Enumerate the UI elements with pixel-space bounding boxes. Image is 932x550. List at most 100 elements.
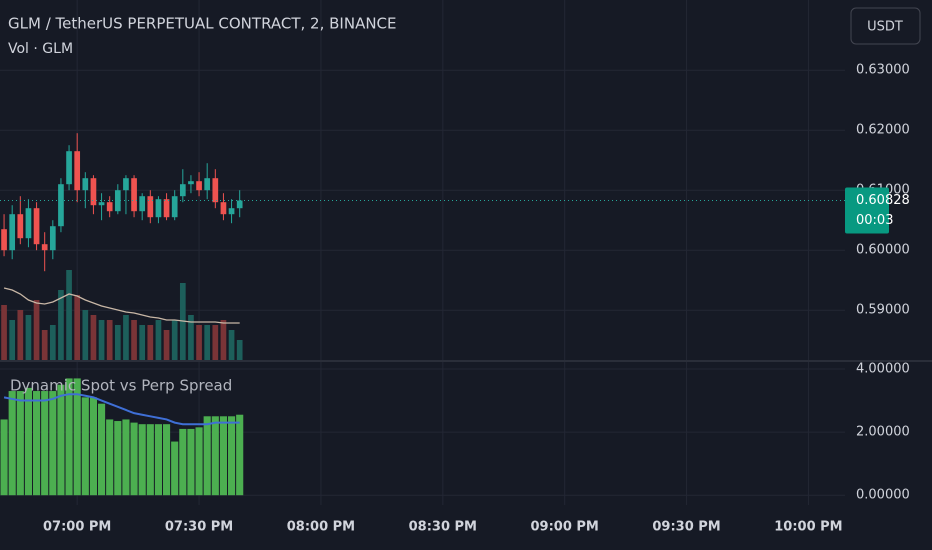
candle-body — [139, 196, 146, 212]
histogram-bar — [171, 441, 179, 496]
histogram-bar — [228, 416, 236, 496]
candle-body — [147, 196, 154, 218]
volume-bar — [66, 270, 72, 360]
y-tick-label: 0.60000 — [856, 243, 910, 258]
y-tick-label: 0.62000 — [856, 123, 910, 138]
histogram-bar — [122, 419, 130, 496]
histogram-bar — [179, 428, 187, 496]
volume-bar — [204, 325, 211, 360]
volume-bar — [17, 310, 24, 360]
indicator-title: Dynamic Spot vs Perp Spread — [10, 377, 232, 395]
histogram-bar — [41, 391, 49, 496]
y-tick-label: 2.00000 — [856, 425, 910, 440]
y-tick-label: 0.00000 — [856, 488, 910, 503]
volume-bar — [220, 320, 227, 360]
histogram-bar — [81, 397, 89, 496]
volume-bar — [90, 315, 97, 360]
volume-bar — [131, 320, 137, 360]
chart-title: GLM / TetherUS PERPETUAL CONTRACT, 2, BI… — [8, 15, 397, 33]
volume-bar — [74, 295, 81, 360]
candle-body — [212, 178, 219, 203]
x-tick-label: 08:30 PM — [409, 520, 477, 535]
countdown-label: 00:03 — [856, 213, 893, 228]
candle-body — [179, 184, 186, 197]
candle-body — [1, 229, 7, 251]
volume-bar — [228, 330, 235, 360]
candle-body — [74, 151, 81, 191]
histogram-bar — [211, 416, 219, 496]
histogram-bar — [49, 391, 57, 496]
volume-bar — [1, 305, 7, 360]
volume-bar — [123, 315, 129, 360]
histogram-bar — [16, 391, 24, 496]
candle-body — [41, 244, 48, 251]
histogram-bar — [0, 419, 8, 496]
y-tick-label: 0.59000 — [856, 303, 910, 318]
candle-body — [90, 178, 97, 206]
volume-bar — [58, 290, 64, 360]
histogram-bar — [219, 416, 227, 496]
volume-ma-line — [3, 287, 240, 324]
histogram-bar — [236, 414, 244, 496]
candle-body — [25, 208, 32, 239]
candle-body — [220, 202, 227, 215]
histogram-bar — [146, 424, 154, 496]
y-tick-label: 4.00000 — [856, 361, 910, 376]
candle-body — [123, 178, 129, 191]
histogram-bar — [106, 419, 114, 496]
volume-bar — [212, 325, 219, 360]
candle-body — [66, 151, 72, 185]
volume-bar — [41, 330, 48, 360]
volume-bar — [98, 320, 105, 360]
candle-body — [171, 196, 178, 218]
volume-bar — [188, 315, 194, 360]
histogram-bar — [57, 384, 65, 496]
histogram-bar — [114, 421, 122, 496]
candle-body — [98, 202, 105, 206]
volume-label: Vol · GLM — [8, 41, 73, 57]
candle-body — [236, 200, 243, 209]
candle-body — [33, 208, 40, 245]
volume-bar — [25, 315, 32, 360]
volume-bar — [33, 300, 40, 360]
candle-body — [58, 184, 64, 227]
volume-bar — [155, 320, 162, 360]
x-tick-label: 07:30 PM — [165, 520, 233, 535]
candle-body — [106, 202, 113, 212]
histogram-bar — [8, 391, 16, 496]
histogram-bar — [130, 422, 138, 496]
x-tick-label: 09:00 PM — [531, 520, 599, 535]
candle-body — [49, 226, 56, 251]
volume-bar — [147, 325, 154, 360]
histogram-bar — [24, 387, 32, 496]
volume-bar — [171, 320, 178, 360]
volume-bar — [139, 325, 146, 360]
candle-body — [188, 181, 194, 185]
x-tick-label: 09:30 PM — [652, 520, 720, 535]
histogram-bar — [73, 378, 81, 496]
volume-bar — [196, 325, 202, 360]
y-tick-label: 0.63000 — [856, 63, 910, 78]
histogram-bar — [163, 424, 171, 496]
volume-bar — [106, 320, 113, 360]
currency-label[interactable]: USDT — [867, 20, 903, 35]
histogram-bar — [33, 391, 41, 496]
histogram-bar — [195, 427, 203, 496]
histogram-bar — [187, 428, 195, 496]
volume-bar — [9, 320, 16, 360]
candle-body — [17, 214, 24, 239]
candle-body — [9, 214, 16, 251]
histogram-bar — [154, 424, 162, 496]
volume-bar — [114, 325, 121, 360]
volume-bar — [236, 340, 243, 360]
last-price-box — [845, 187, 889, 234]
currency-button[interactable] — [850, 7, 921, 45]
histogram-bar — [138, 424, 146, 496]
candle-body — [131, 178, 137, 212]
candle-body — [163, 199, 170, 218]
volume-bar — [163, 330, 170, 360]
volume-bar — [82, 310, 89, 360]
candle-body — [114, 190, 121, 212]
candle-body — [204, 178, 211, 191]
